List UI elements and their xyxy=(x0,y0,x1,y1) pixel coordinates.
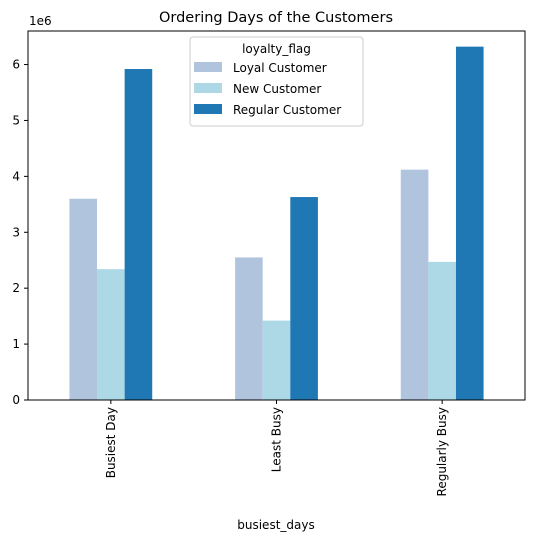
y-tick-label: 5 xyxy=(12,113,20,127)
bar-loyal-customer-regularly-busy xyxy=(400,169,429,400)
legend-label: New Customer xyxy=(233,82,321,96)
x-tick-label: Busiest Day xyxy=(104,407,118,478)
y-tick-label: 1 xyxy=(12,337,20,351)
legend-items: Loyal Customer New Customer Regular Custom… xyxy=(194,61,341,117)
plot-frame xyxy=(27,30,526,401)
y-axis-multiplier-label: 1e6 xyxy=(29,14,52,28)
y-axis: 0 1 2 3 4 5 6 xyxy=(12,58,28,407)
legend-label: Regular Customer xyxy=(233,103,341,117)
legend-swatch xyxy=(194,104,222,114)
bar-regular-customer-regularly-busy xyxy=(455,46,484,401)
y-tick-label: 0 xyxy=(12,393,20,407)
x-tick-label: Least Busy xyxy=(270,407,284,472)
legend-title: loyalty_flag xyxy=(242,42,311,56)
bar-loyal-customer-busiest-day xyxy=(69,198,98,400)
x-axis: Busiest Day Least Busy Regularly Busy xyxy=(104,400,449,496)
bars-layer xyxy=(69,46,484,401)
legend-frame xyxy=(189,36,364,127)
bar-regular-customer-least-busy xyxy=(290,197,318,400)
bar-loyal-customer-least-busy xyxy=(235,257,263,400)
legend-swatch xyxy=(194,83,222,93)
y-tick-label: 2 xyxy=(12,281,20,295)
bar-new-customer-busiest-day xyxy=(97,269,125,400)
bar-new-customer-regularly-busy xyxy=(428,261,456,400)
x-tick-label: Regularly Busy xyxy=(435,407,449,496)
legend-swatch xyxy=(194,62,222,72)
x-axis-label: busiest_days xyxy=(237,518,314,532)
legend: loyalty_flag Loyal Customer New Customer R… xyxy=(189,36,364,127)
legend-label: Loyal Customer xyxy=(233,61,327,75)
bar-new-customer-least-busy xyxy=(262,320,291,400)
y-tick-label: 3 xyxy=(12,225,20,239)
y-tick-label: 4 xyxy=(12,169,20,183)
y-tick-label: 6 xyxy=(12,58,20,72)
bar-regular-customer-busiest-day xyxy=(124,69,153,401)
chart-title: Ordering Days of the Customers xyxy=(159,10,393,26)
